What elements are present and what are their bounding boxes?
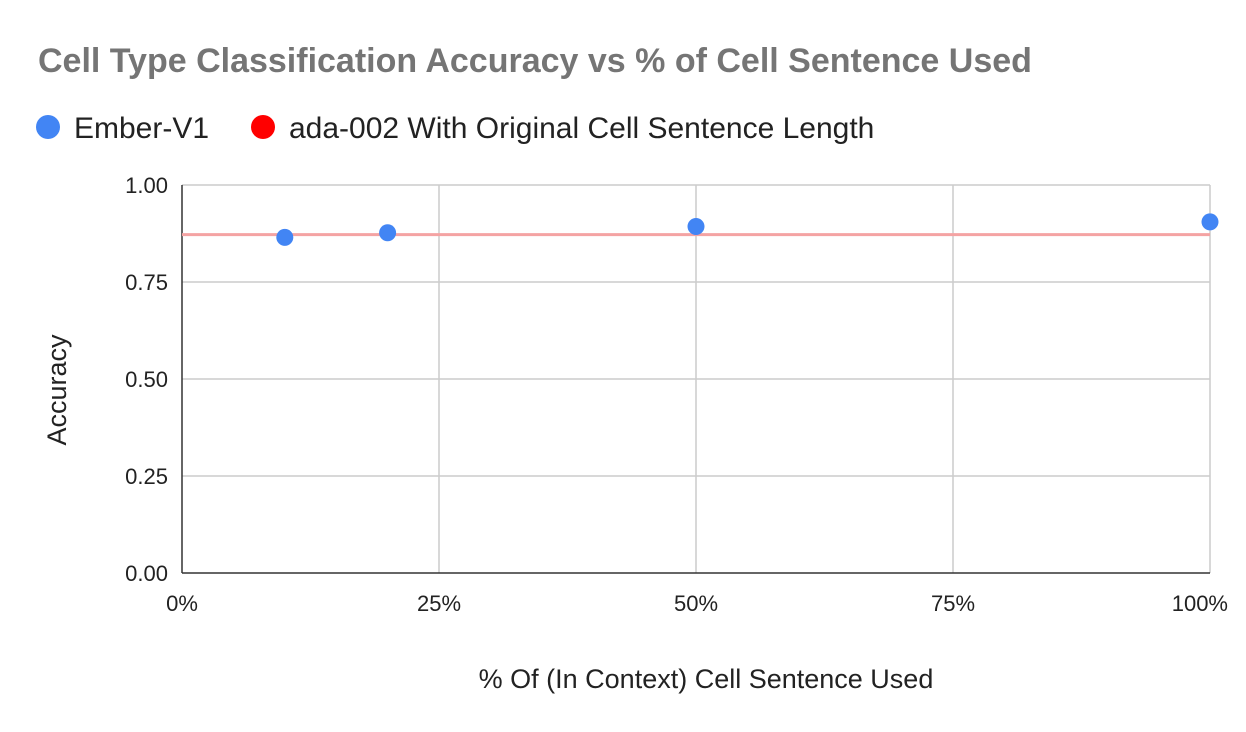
y-tick-label: 0.50 <box>125 367 168 392</box>
x-tick-label: 0% <box>166 591 198 616</box>
grid <box>182 184 1211 573</box>
x-tick-label: 75% <box>931 591 975 616</box>
legend: Ember-V1 ada-002 With Original Cell Sent… <box>36 112 874 145</box>
y-tick-label: 0.75 <box>125 270 168 295</box>
data-point-ember-v1 <box>379 224 397 242</box>
y-axis-title: Accuracy <box>42 334 72 446</box>
legend-marker-ember-v1 <box>36 115 60 139</box>
x-tick-label: 25% <box>417 591 461 616</box>
legend-marker-ada-002 <box>251 115 275 139</box>
x-tick-label: 50% <box>674 591 718 616</box>
plot-series <box>182 213 1219 246</box>
legend-label-ember-v1: Ember-V1 <box>74 112 209 145</box>
y-tick-label: 0.00 <box>125 561 168 586</box>
x-axis-title: % Of (In Context) Cell Sentence Used <box>479 664 934 694</box>
axes <box>181 185 1210 574</box>
x-tick-label: 100% <box>1172 591 1228 616</box>
legend-label-ada-002: ada-002 With Original Cell Sentence Leng… <box>289 112 874 145</box>
data-point-ember-v1 <box>276 228 294 246</box>
tick-labels: 0.00 0.25 0.50 0.75 1.00 0% 25% 50% 75% 100% <box>125 173 1228 616</box>
data-point-ember-v1 <box>1201 213 1219 231</box>
chart-title: Cell Type Classification Accuracy vs % o… <box>38 42 1032 80</box>
y-tick-label: 0.25 <box>125 464 168 489</box>
data-point-ember-v1 <box>687 218 705 236</box>
y-tick-label: 1.00 <box>125 173 168 198</box>
